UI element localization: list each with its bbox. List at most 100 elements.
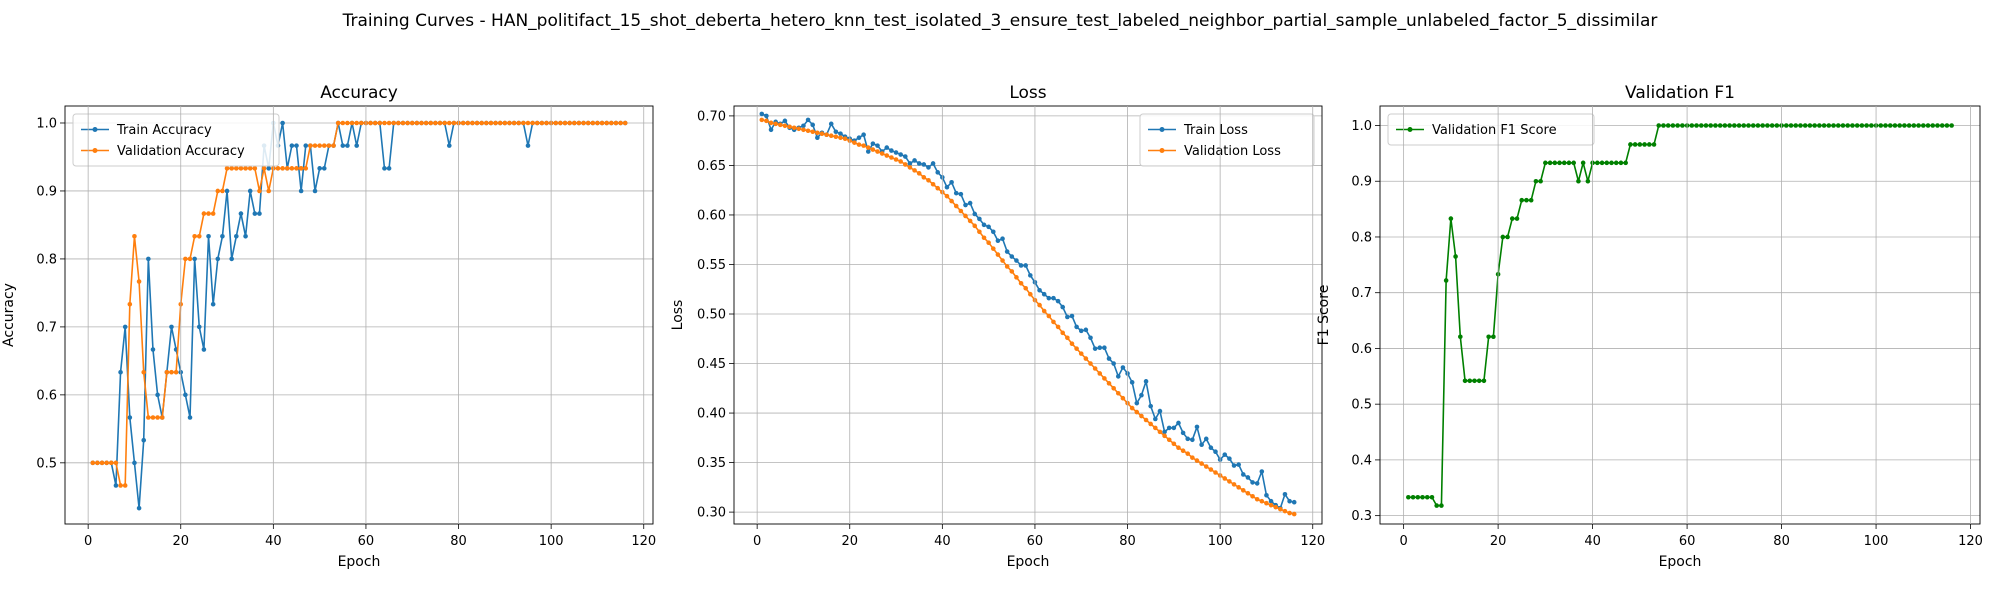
y-tick-label: 0.9	[1351, 175, 1372, 190]
data-point	[303, 143, 309, 148]
data-point	[1826, 123, 1832, 128]
data-point	[460, 120, 466, 126]
data-point	[768, 120, 774, 126]
data-point	[1802, 123, 1808, 128]
data-point	[488, 120, 494, 126]
y-tick-label: 0.70	[697, 109, 726, 124]
data-point	[210, 211, 216, 216]
data-point	[317, 166, 322, 171]
data-point	[796, 126, 802, 132]
data-point	[173, 369, 179, 375]
y-tick-label: 0.55	[697, 258, 726, 273]
data-point	[1736, 123, 1742, 128]
data-point	[935, 170, 941, 175]
data-point	[916, 171, 922, 176]
data-point	[247, 166, 253, 171]
data-point	[1694, 123, 1699, 128]
y-tick-label: 0.65	[697, 159, 726, 174]
data-point	[1115, 390, 1121, 396]
data-point	[289, 166, 295, 171]
data-point	[382, 166, 387, 171]
plot-area-frame	[733, 105, 1323, 525]
panel-title: Loss	[1009, 83, 1046, 103]
data-point	[150, 347, 156, 352]
y-tick-label: 0.7	[36, 320, 57, 335]
data-point	[1259, 498, 1265, 504]
data-point	[995, 252, 1001, 257]
data-point	[958, 191, 964, 197]
data-point	[206, 233, 211, 239]
data-point	[1254, 481, 1260, 486]
data-point	[1793, 123, 1799, 128]
x-tick-label: 20	[1490, 534, 1507, 549]
data-point	[893, 157, 899, 162]
data-point	[234, 166, 239, 171]
data-point	[1448, 216, 1454, 221]
data-point	[972, 223, 978, 229]
data-point	[590, 120, 596, 126]
data-point	[1458, 334, 1463, 340]
data-point	[1453, 254, 1458, 259]
data-point	[828, 133, 834, 139]
data-point	[1102, 376, 1107, 381]
data-point	[944, 184, 950, 190]
data-point	[1930, 123, 1936, 128]
data-point	[1264, 492, 1269, 498]
data-point	[1869, 123, 1874, 128]
data-point	[1199, 461, 1204, 466]
y-axis-label: Accuracy	[1, 283, 17, 347]
data-point	[865, 149, 871, 154]
data-point	[220, 188, 225, 194]
data-point	[1675, 123, 1680, 128]
data-point	[127, 415, 133, 420]
data-point	[359, 120, 364, 126]
data-point	[1018, 281, 1024, 286]
data-point	[470, 120, 475, 126]
data-point	[1661, 123, 1666, 128]
data-point	[898, 159, 903, 164]
data-point	[446, 120, 452, 126]
data-point	[1864, 123, 1869, 128]
data-point	[585, 120, 591, 126]
data-point	[1278, 506, 1283, 512]
data-point	[935, 185, 941, 191]
data-point	[1566, 160, 1572, 166]
data-point	[1240, 488, 1246, 493]
data-point	[1505, 234, 1510, 240]
y-tick-label: 0.4	[1351, 453, 1372, 468]
y-tick-label: 0.45	[697, 357, 726, 372]
data-point	[1111, 386, 1116, 391]
data-point	[907, 161, 913, 166]
x-tick-label: 40	[265, 534, 282, 549]
y-tick-label: 0.30	[697, 506, 726, 521]
data-point	[787, 124, 792, 130]
data-point	[1491, 334, 1496, 340]
legend-swatch-marker	[92, 127, 98, 132]
data-point	[958, 208, 964, 214]
data-point	[1157, 408, 1163, 414]
data-point	[1760, 123, 1765, 128]
x-tick-label: 40	[1584, 534, 1601, 549]
data-point	[1741, 123, 1747, 128]
data-point	[1788, 123, 1794, 128]
data-point	[1854, 123, 1860, 128]
y-tick-label: 0.60	[697, 208, 726, 223]
data-point	[252, 166, 258, 171]
data-point	[243, 166, 248, 171]
data-point	[1769, 123, 1775, 128]
data-point	[562, 120, 568, 126]
x-tick-label: 60	[1027, 534, 1044, 549]
data-point	[1410, 494, 1416, 500]
data-point	[187, 415, 193, 420]
data-point	[1486, 334, 1491, 340]
data-point	[1732, 123, 1737, 128]
data-point	[1259, 469, 1265, 474]
data-point	[479, 120, 484, 126]
data-point	[146, 256, 151, 262]
data-point	[1916, 123, 1921, 128]
data-point	[949, 179, 954, 185]
data-point	[1628, 142, 1633, 147]
data-point	[229, 256, 234, 262]
data-point	[1055, 298, 1061, 304]
